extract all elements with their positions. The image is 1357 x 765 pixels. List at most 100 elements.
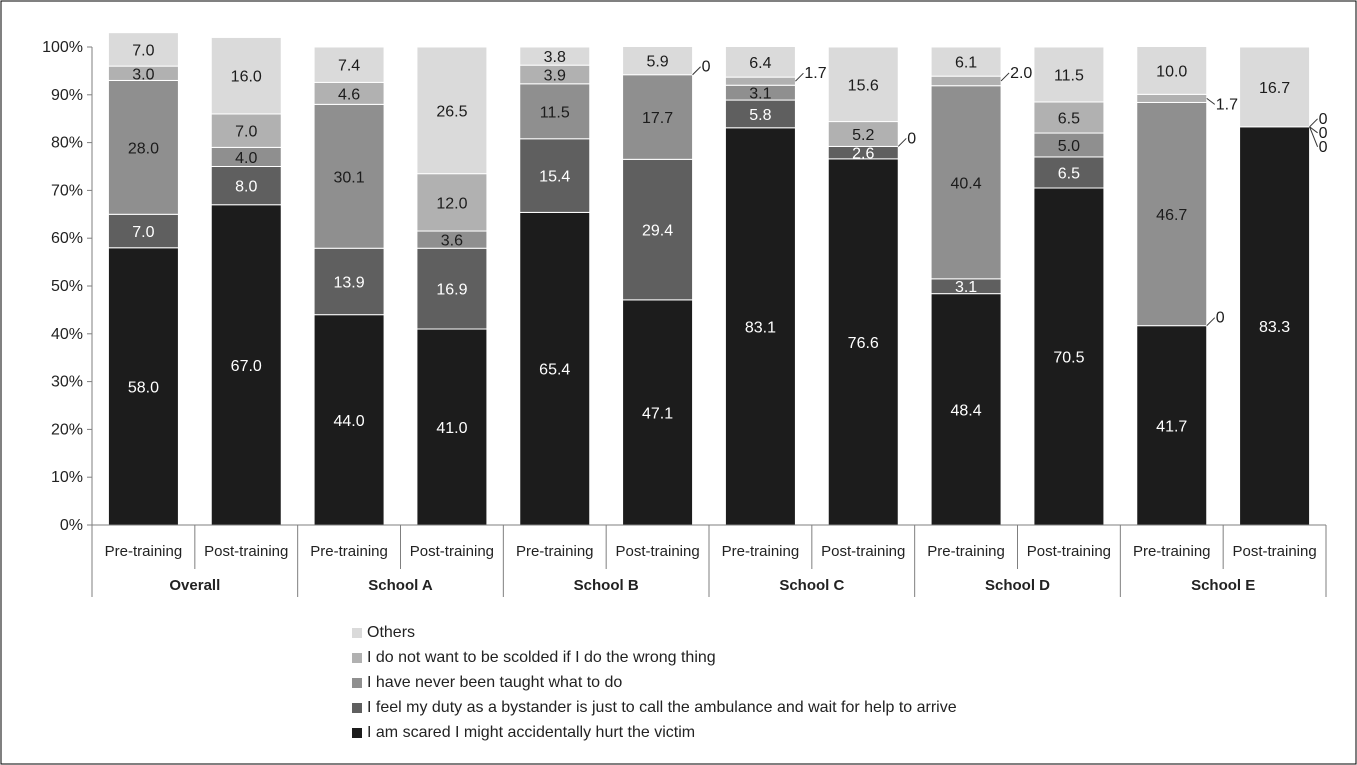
x-axis: Pre-training Post-training Pre-training Pos… <box>91 524 1327 597</box>
legend-item: I feel my duty as a bystander is just to… <box>352 695 957 720</box>
x-category-label: Post-training <box>204 543 288 560</box>
y-axis: 0% 10% 20% 30% 40% 50% 60% 70% 80% 90% 100% <box>42 39 93 534</box>
legend-label: I am scared I might accidentally hurt th… <box>367 723 696 741</box>
data-label: 4.6 <box>338 86 360 103</box>
bar-segment <box>724 99 796 129</box>
bar-segment <box>107 213 179 249</box>
x-category-label: Post-training <box>1027 543 1111 560</box>
x-category-label: Pre-training <box>105 543 183 560</box>
data-label: 58.0 <box>128 379 159 396</box>
bars: 58.0 7.0 28.0 3.0 7.0 67.0 8.0 4.0 7.0 16.0 44.0 13… <box>107 32 1328 526</box>
data-label: 16.0 <box>231 69 262 86</box>
bar-segment <box>1033 156 1105 189</box>
data-label: 26.5 <box>436 103 467 120</box>
bar-segment <box>724 46 796 78</box>
data-label: 15.6 <box>848 77 879 94</box>
data-label: 5.2 <box>852 127 874 144</box>
leader-line <box>1000 72 1010 82</box>
bar-segment <box>1033 101 1105 134</box>
data-label: 67.0 <box>231 358 262 375</box>
legend-label: I have never been taught what to do <box>367 673 623 691</box>
legend-item: I do not want to be scolded if I do the … <box>352 645 957 670</box>
data-label: 6.5 <box>1058 111 1080 128</box>
leader-line <box>1206 317 1216 327</box>
outside-data-label: 1.7 <box>804 65 826 82</box>
legend-swatch <box>352 652 362 663</box>
data-label: 7.0 <box>132 42 154 59</box>
y-tick-label: 100% <box>42 39 83 56</box>
data-label: 3.1 <box>749 86 771 103</box>
bar-segment <box>210 113 282 148</box>
bar-segment <box>930 85 1002 280</box>
outside-data-label: 0 <box>702 59 711 76</box>
legend-swatch <box>352 727 362 738</box>
data-label: 5.0 <box>1058 138 1080 155</box>
data-label: 3.6 <box>441 233 463 250</box>
x-group-label: School B <box>574 577 639 594</box>
bar-segment <box>1239 126 1311 526</box>
data-label: 13.9 <box>334 274 365 291</box>
bar-segment <box>416 328 488 526</box>
x-category-label: Post-training <box>615 543 699 560</box>
legend-item: I have never been taught what to do <box>352 670 957 695</box>
x-category-label: Post-training <box>1232 543 1316 560</box>
data-label: 65.4 <box>539 362 570 379</box>
legend-item: Others <box>352 620 957 645</box>
bar-segment <box>416 173 488 232</box>
bar-segment <box>313 314 385 526</box>
data-label: 44.0 <box>334 413 365 430</box>
y-tick-label: 10% <box>51 469 83 486</box>
bar-segment <box>930 75 1002 87</box>
data-label: 83.3 <box>1259 319 1290 336</box>
x-category-label: Post-training <box>821 543 905 560</box>
bar-segment <box>313 247 385 316</box>
bar-segment <box>313 46 385 83</box>
bar-segment <box>210 36 282 115</box>
x-group-label: School C <box>779 577 844 594</box>
outside-data-label: 0 <box>907 130 916 147</box>
x-category-label: Post-training <box>410 543 494 560</box>
bar-segment <box>827 121 899 147</box>
bar-segment <box>827 46 899 123</box>
data-label: 7.0 <box>235 124 257 141</box>
data-label: 15.4 <box>539 169 570 186</box>
y-tick-label: 70% <box>51 182 83 199</box>
data-label: 83.1 <box>745 319 776 336</box>
x-category-label: Pre-training <box>1133 543 1211 560</box>
x-group-label: School E <box>1191 577 1255 594</box>
data-label: 47.1 <box>642 405 673 422</box>
data-label: 7.4 <box>338 58 360 75</box>
leader-line <box>1206 97 1216 105</box>
data-label: 3.8 <box>544 49 566 66</box>
bar-segment <box>519 138 591 213</box>
bar-segment <box>519 83 591 140</box>
data-label: 6.1 <box>955 55 977 72</box>
data-label: 12.0 <box>436 195 467 212</box>
legend-swatch <box>352 627 362 638</box>
bar-segment <box>519 211 591 526</box>
bar-segment <box>1239 46 1311 128</box>
bar-segment <box>313 103 385 249</box>
x-category-label: Pre-training <box>310 543 388 560</box>
data-label: 3.1 <box>955 279 977 296</box>
outside-data-label: 1.7 <box>1216 96 1238 113</box>
y-tick-label: 90% <box>51 87 83 104</box>
y-tick-label: 0% <box>60 517 83 534</box>
outside-data-label: 2.0 <box>1010 65 1032 82</box>
bar-segment <box>107 247 179 526</box>
bar-segment <box>930 46 1002 77</box>
bar-segment <box>416 46 488 175</box>
leader-line <box>1309 126 1319 148</box>
data-label: 17.7 <box>642 110 673 127</box>
data-label: 76.6 <box>848 335 879 352</box>
bar-segment <box>1136 46 1208 95</box>
leader-line <box>692 66 701 76</box>
x-category-label: Pre-training <box>927 543 1005 560</box>
data-label: 5.8 <box>749 107 771 124</box>
legend-swatch <box>352 677 362 688</box>
bar-segment <box>416 247 488 330</box>
x-category-label: Pre-training <box>516 543 594 560</box>
